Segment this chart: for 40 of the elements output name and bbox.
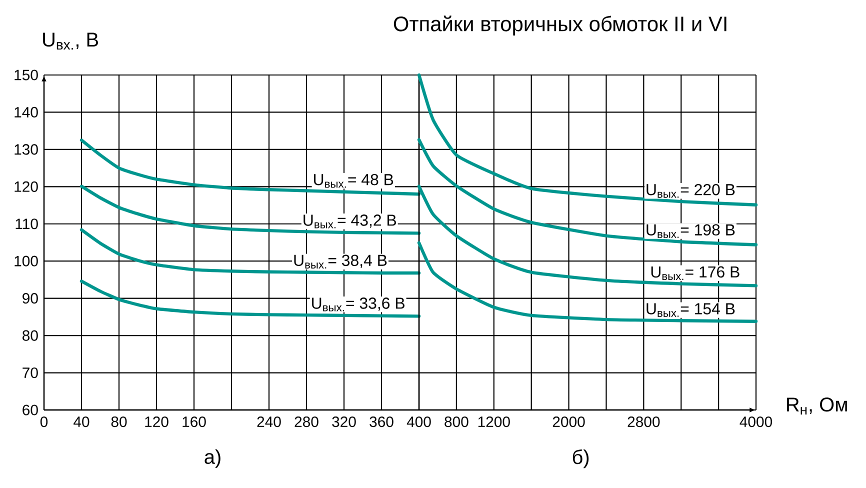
x-tick-label: 0: [40, 416, 48, 428]
x-tick-label: 2800: [628, 416, 660, 428]
y-tick-label: 60: [22, 404, 38, 416]
x-axis-title: R$_{н}$, Ом: [787, 398, 847, 415]
annotation: U$_{вых.}$= 198 В: [646, 224, 735, 238]
annotation: U$_{вых.}$= 48 В: [314, 174, 394, 188]
chart-title: Отпайки вторичных обмоток II и VI: [394, 16, 726, 36]
x-tick-label: 320: [332, 416, 356, 428]
line-series: [80, 280, 421, 318]
line-series: [80, 228, 421, 275]
annotation: U$_{вых.}$= 43,2 В: [304, 214, 396, 228]
x-tick-label: 280: [294, 416, 318, 428]
x-tick-label: 120: [145, 416, 168, 428]
y-tick-label: 130: [14, 144, 38, 155]
annotation: U$_{вых.}$= 38,4 В: [294, 254, 387, 268]
x-tick-label: 400: [406, 416, 431, 428]
x-tick-label: 4000: [740, 416, 772, 428]
x-axis-title: а): [204, 449, 220, 468]
y-tick-label: 90: [22, 293, 38, 304]
x-tick-label: 800: [444, 416, 468, 428]
y-tick-label: 150: [14, 70, 38, 80]
y-tick-label: 100: [14, 256, 38, 266]
y-tick-label: 110: [16, 218, 38, 230]
annotation: U$_{вых.}$= 33,6 В: [312, 298, 404, 312]
y-tick-label: 120: [14, 181, 38, 192]
y-tick-label: 80: [22, 330, 38, 341]
x-tick-label: 2000: [552, 416, 585, 428]
annotation: U$_{вых.}$= 220 В: [646, 184, 735, 198]
x-tick-label: 160: [182, 416, 206, 428]
y-axis-title: U$_{вх.}$, В: [43, 32, 98, 50]
text: б): [572, 449, 589, 468]
x-tick-label: 240: [257, 416, 281, 428]
y-tick-label: 70: [22, 367, 38, 378]
y-tick-label: 140: [14, 106, 38, 118]
x-tick-label: 80: [111, 416, 127, 428]
x-tick-label: 40: [74, 416, 90, 428]
x-tick-label: 360: [370, 416, 394, 428]
annotation: U$_{вых.}$= 176 В: [651, 266, 740, 280]
annotation: U$_{вых.}$= 154 В: [646, 303, 735, 317]
x-tick-label: 1200: [478, 416, 510, 428]
